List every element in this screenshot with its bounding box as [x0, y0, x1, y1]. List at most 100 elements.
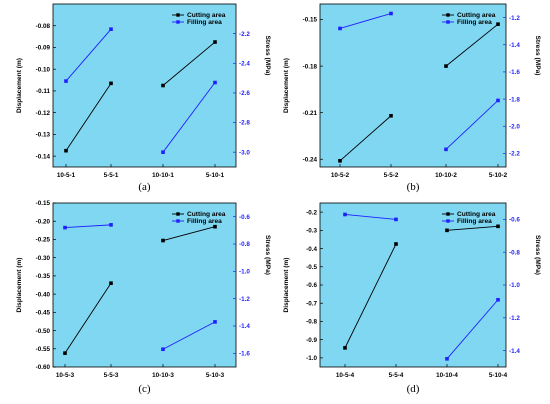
x-tick-label: 10-10-4: [436, 372, 458, 379]
y2-tick-label: -3.0: [239, 149, 250, 156]
y-tick-label: -0.35: [36, 273, 51, 280]
y2-axis-title: Stress (MPa): [534, 36, 541, 76]
y2-tick-label: -0.6: [239, 214, 250, 221]
cutting-area-point: [161, 238, 165, 243]
cutting-area-line: [339, 115, 392, 162]
chart-panel-1: -0.14 -0.13 -0.12 -0.11 -0.10 -0.09 -0.08 -3.0 -…: [16, 3, 271, 193]
y-tick-label: -0.09: [36, 45, 51, 52]
y2-tick-label: -1.2: [239, 296, 250, 303]
y-tick-label: -0.2: [306, 209, 317, 216]
x-tick-label: 10-5-2: [331, 172, 350, 179]
filling-area-point: [63, 225, 67, 230]
y-axis-title: Displacement (m): [16, 258, 23, 313]
cutting-area-point: [496, 224, 500, 229]
cutting-area-point: [213, 40, 217, 44]
cutting-area-line: [344, 243, 397, 349]
x-tick-label: 10-5-3: [56, 372, 75, 379]
cutting-area-line: [162, 226, 216, 241]
x-tick-label: 10-5-1: [57, 172, 76, 179]
legend-label: Cutting area: [187, 12, 226, 19]
filling-area-point: [109, 27, 113, 31]
y2-tick-label: -1.4: [509, 348, 520, 355]
cutting-area-point: [338, 158, 342, 163]
y-tick-label: -0.15: [36, 200, 51, 207]
y-tick-label: -0.60: [36, 364, 51, 371]
filling-area-point: [496, 297, 500, 302]
y-tick-label: -0.20: [36, 218, 51, 225]
y2-tick-label: -1.4: [239, 323, 250, 330]
x-tick-label: 10-10-2: [435, 172, 457, 179]
y-tick-label: -0.6: [306, 282, 317, 289]
x-tick-label: 10-10-1: [152, 172, 174, 179]
filling-area-line: [446, 299, 499, 360]
y-tick-label: -0.11: [36, 88, 51, 95]
panel-label: (a): [138, 181, 151, 193]
y-tick-label: -0.24: [303, 156, 318, 163]
cutting-area-point: [445, 228, 449, 233]
panel-label: (b): [407, 181, 420, 193]
filling-area-point: [109, 223, 113, 227]
y-tick-label: -0.30: [36, 255, 51, 262]
x-tick-label: 5-5-2: [384, 172, 399, 179]
cutting-area-point: [389, 113, 393, 118]
filling-area-point: [444, 147, 448, 152]
filling-area-point: [445, 357, 449, 361]
y2-tick-label: -2.2: [509, 151, 520, 158]
y-tick-label: -0.15: [303, 17, 318, 24]
filling-area-line: [65, 28, 112, 82]
filling-area-line: [339, 13, 392, 29]
y-tick-label: -0.14: [36, 153, 51, 160]
y-tick-label: -0.12: [36, 110, 51, 117]
y-tick-label: -0.50: [36, 328, 51, 335]
cutting-area-line: [162, 41, 216, 86]
x-tick-label: 5-10-2: [489, 172, 508, 179]
y-tick-label: -0.55: [36, 346, 51, 353]
filling-area-line: [162, 321, 216, 350]
legend-label: Filling area: [187, 218, 222, 225]
chart-panel-3: -0.60 -0.55 -0.50 -0.45 -0.40 -0.35 -0.30 -0.25…: [16, 200, 271, 395]
legend-marker: [176, 20, 180, 24]
legend-label: Cutting area: [457, 211, 496, 218]
cutting-area-line: [64, 282, 112, 354]
legend-label: Filling area: [457, 19, 492, 26]
chart-panel-2: -0.24 -0.21 -0.18 -0.15 -2.2 -2.0 -1.8 -1.6 -1.4…: [283, 3, 541, 193]
y2-tick-label: -2.8: [239, 120, 250, 127]
legend-marker: [446, 20, 450, 24]
y2-tick-label: -2.0: [509, 123, 520, 130]
y-tick-label: -0.8: [306, 319, 317, 326]
filling-area-point: [496, 98, 500, 103]
legend-label: Filling area: [187, 19, 222, 26]
y2-tick-label: -1.8: [509, 96, 520, 103]
plot-area: [319, 202, 507, 368]
legend-marker: [446, 219, 450, 223]
legend-label: Cutting area: [457, 12, 496, 19]
y2-tick-label: -0.6: [509, 217, 520, 224]
y-axis-title: Displacement (m): [16, 58, 23, 113]
y2-tick-label: -2.4: [239, 60, 250, 67]
y-axis-title: Displacement (m): [283, 58, 290, 113]
cutting-area-point: [343, 346, 347, 350]
cutting-area-point: [64, 148, 68, 153]
cutting-area-line: [445, 23, 499, 67]
x-tick-label: 5-10-3: [206, 372, 225, 379]
plot-area: [319, 3, 507, 168]
y-tick-label: -0.10: [36, 66, 51, 73]
x-tick-label: 5-5-4: [389, 372, 404, 379]
cutting-area-line: [446, 225, 499, 231]
filling-area-point: [64, 79, 68, 83]
filling-area-line: [64, 224, 112, 229]
y-tick-label: -0.13: [36, 132, 51, 139]
cutting-area-point: [109, 81, 113, 86]
filling-area-point: [343, 212, 347, 217]
y-tick-label: -0.45: [36, 310, 51, 317]
x-tick-label: 10-5-4: [336, 372, 355, 379]
y-tick-label: -0.9: [306, 337, 317, 344]
y2-tick-label: -1.6: [509, 69, 520, 76]
filling-area-point: [389, 11, 393, 16]
legend-marker: [176, 219, 180, 223]
y-tick-label: -0.5: [306, 264, 317, 271]
legend-label: Filling area: [457, 218, 492, 225]
filling-area-line: [445, 100, 499, 150]
y2-tick-label: -2.6: [239, 90, 250, 97]
